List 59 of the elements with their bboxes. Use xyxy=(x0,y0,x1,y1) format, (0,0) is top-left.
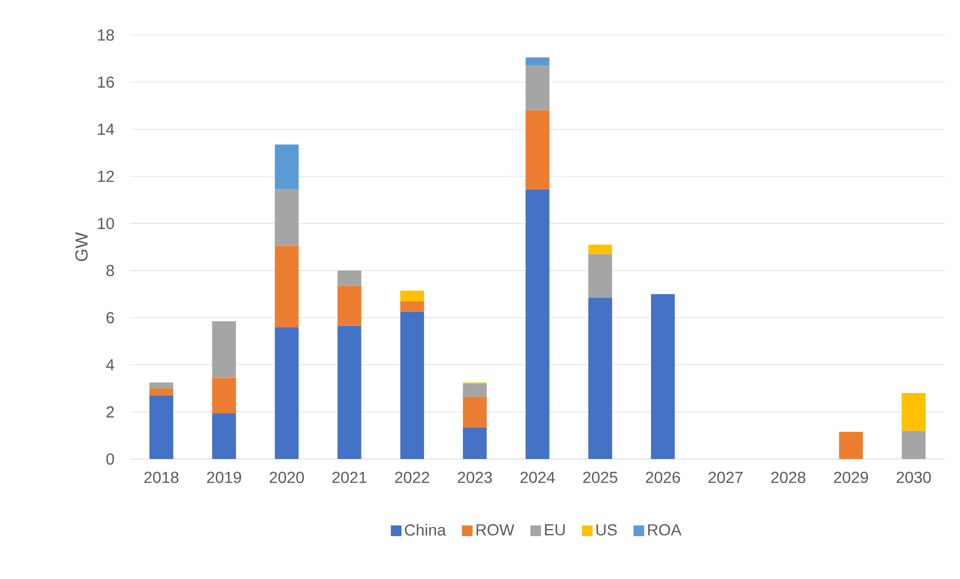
y-tick-label: 16 xyxy=(98,76,114,88)
x-tick-label: 2027 xyxy=(708,472,743,484)
bar xyxy=(149,382,174,388)
y-tick-label: 0 xyxy=(106,453,114,465)
legend-label: US xyxy=(596,524,617,536)
bar xyxy=(338,326,362,459)
x-tick-label: 2022 xyxy=(395,472,430,484)
legend-label: EU xyxy=(545,524,565,536)
y-tick-label: 10 xyxy=(98,218,114,230)
bar xyxy=(212,413,236,459)
y-tick-label: 4 xyxy=(106,359,114,370)
bar xyxy=(650,294,675,459)
y-tick-label: 14 xyxy=(98,124,114,135)
bar xyxy=(338,286,362,326)
x-tick-label: 2023 xyxy=(458,472,492,484)
bar xyxy=(274,327,299,459)
y-tick-label: 6 xyxy=(106,312,114,324)
bar xyxy=(149,388,174,396)
x-tick-label: 2019 xyxy=(207,472,242,484)
legend-label: China xyxy=(404,524,446,536)
y-tick-label: 18 xyxy=(98,29,114,41)
x-tick-label: 2025 xyxy=(583,472,618,484)
bar xyxy=(526,57,550,66)
bar xyxy=(274,246,299,328)
bar xyxy=(274,189,299,246)
y-axis-title: GW xyxy=(75,232,88,262)
bar xyxy=(400,312,424,459)
bar xyxy=(902,393,926,431)
bar xyxy=(839,432,863,459)
x-tick-label: 2030 xyxy=(896,472,931,484)
bar xyxy=(526,66,550,110)
legend-label: ROA xyxy=(648,524,682,536)
bar xyxy=(274,144,299,190)
bar xyxy=(902,430,926,459)
x-tick-label: 2018 xyxy=(144,472,178,484)
bar xyxy=(462,396,487,428)
bar xyxy=(526,110,550,190)
bar xyxy=(588,244,612,254)
bar xyxy=(588,254,612,298)
x-tick-label: 2020 xyxy=(270,472,304,484)
x-tick-label: 2029 xyxy=(834,472,868,484)
bar xyxy=(338,270,362,286)
bar xyxy=(462,427,487,459)
y-tick-label: 8 xyxy=(106,264,114,276)
bar xyxy=(149,395,174,459)
legend-label: ROW xyxy=(476,524,514,536)
bar xyxy=(400,301,424,312)
bar xyxy=(588,298,612,459)
x-tick-label: 2028 xyxy=(771,472,806,484)
bar xyxy=(462,384,487,397)
x-tick-label: 2026 xyxy=(646,472,680,484)
bar xyxy=(212,321,236,378)
x-tick-label: 2021 xyxy=(332,472,366,484)
x-tick-label: 2024 xyxy=(520,472,555,484)
bar xyxy=(400,290,424,302)
y-tick-label: 2 xyxy=(106,406,114,418)
bar xyxy=(526,189,550,459)
y-tick-label: 12 xyxy=(98,170,114,182)
bar xyxy=(212,378,236,414)
